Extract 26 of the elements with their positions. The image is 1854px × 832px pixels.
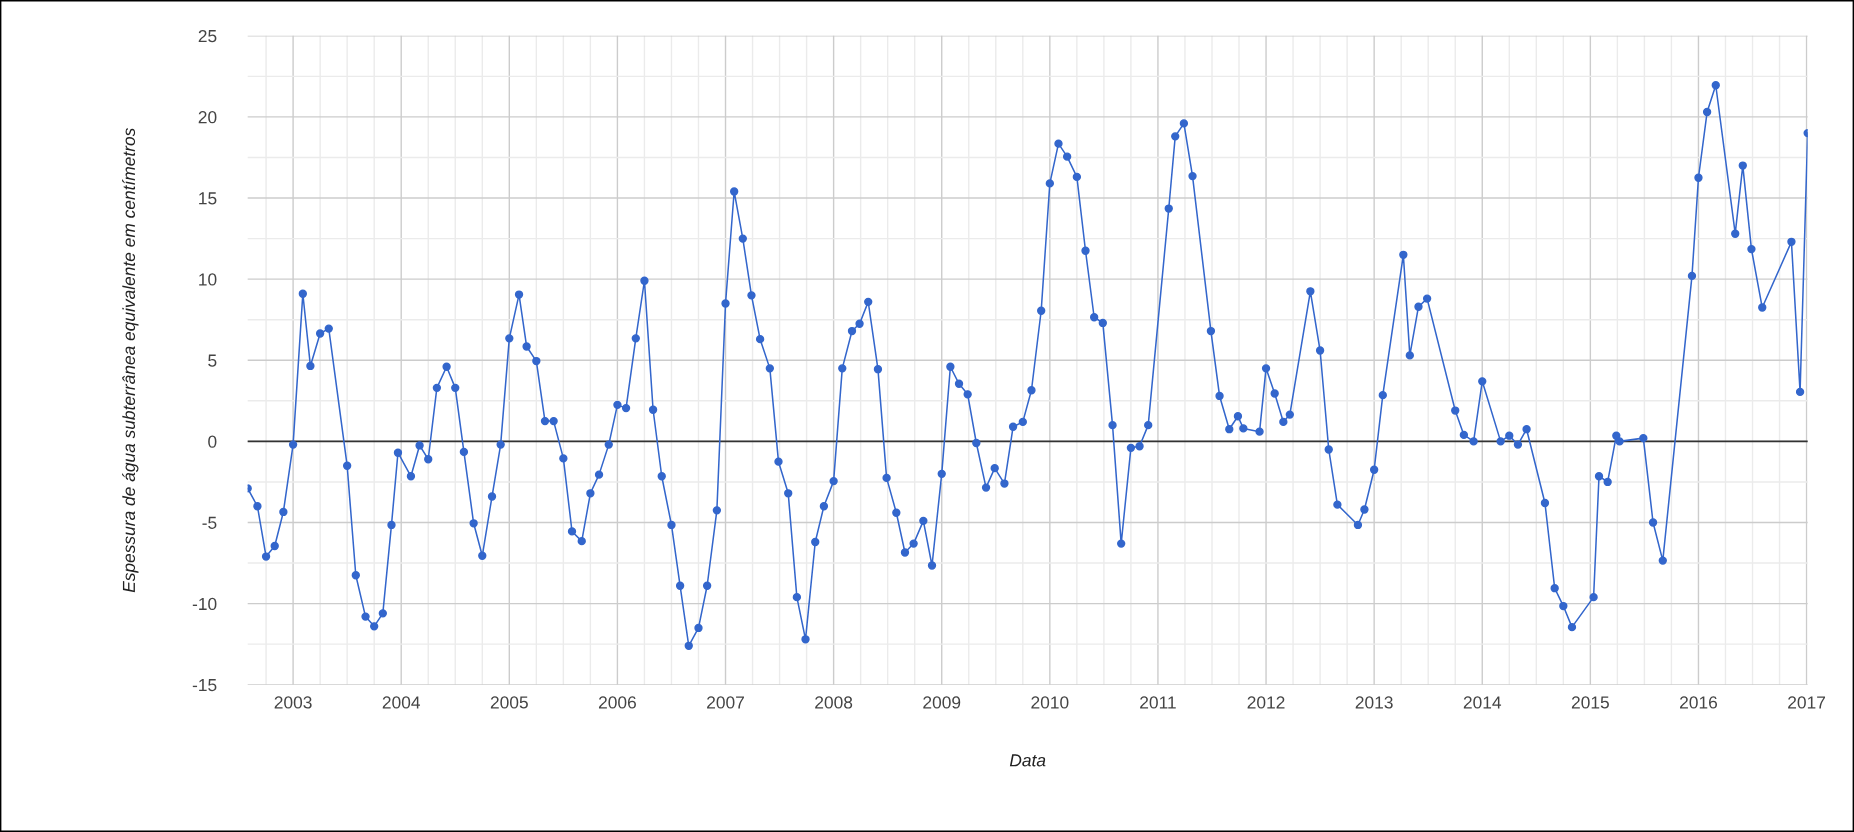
x-tick-label: 2015 [1571, 696, 1609, 709]
x-tick-label: 2008 [815, 696, 853, 709]
y-tick-label: 10 [199, 273, 217, 286]
y-tick-label: 25 [198, 29, 217, 43]
y-tick-label: 0 [208, 435, 217, 448]
x-axis-title: Data [1009, 754, 1046, 767]
y-tick-label: -15 [192, 679, 217, 692]
x-tick-label: 2006 [598, 696, 636, 709]
x-tick-label: 2007 [707, 696, 744, 709]
x-tick-label: 2013 [1355, 696, 1393, 709]
y-tick-label: -5 [202, 516, 217, 529]
x-tick-label: 2005 [490, 696, 528, 709]
y-tick-label: 5 [208, 354, 217, 367]
x-tick-label: 2014 [1463, 696, 1502, 709]
x-tick-label: 2011 [1140, 696, 1176, 709]
x-tick-label: 2003 [274, 696, 312, 709]
y-tick-label: 20 [198, 111, 217, 124]
x-tick-label: 2016 [1680, 696, 1718, 709]
x-tick-label: 2010 [1031, 696, 1069, 709]
y-axis-title: Espessura de água subterrânea equivalente em centímetros [122, 128, 139, 593]
x-tick-label: 2017 [1788, 696, 1826, 709]
x-tick-label: 2004 [382, 696, 421, 709]
x-tick-label: 2009 [923, 696, 961, 709]
y-tick-label: -10 [192, 597, 217, 611]
y-tick-label: 15 [199, 192, 217, 205]
x-tick-label: 2012 [1247, 696, 1285, 709]
